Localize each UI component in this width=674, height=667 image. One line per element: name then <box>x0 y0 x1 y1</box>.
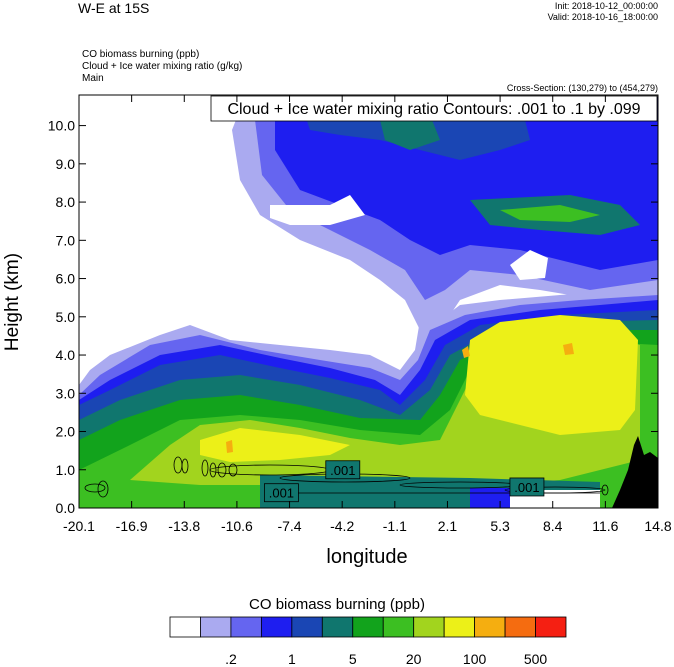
y-tick-label: 2.0 <box>56 424 76 440</box>
y-tick-label: 9.0 <box>56 156 76 172</box>
plot-title: W-E at 15S <box>78 0 150 16</box>
cloud-contour <box>209 462 217 478</box>
colorbar-swatch <box>535 616 567 638</box>
cloud-contour <box>228 463 238 477</box>
x-tick-label: 2.1 <box>438 518 458 534</box>
colorbar-swatch <box>504 616 536 638</box>
colorbar-swatch <box>260 616 293 638</box>
y-tick-label: 3.0 <box>56 385 76 401</box>
y-tick-label: 6.0 <box>56 271 76 287</box>
colorbar-swatch <box>291 616 323 638</box>
cloud-contour <box>97 480 109 498</box>
lower-band-yellow <box>200 428 350 462</box>
orange-spot-2 <box>563 343 574 355</box>
variable-label-main: Main <box>82 73 104 84</box>
colorbar-swatch <box>230 616 262 638</box>
upper-band-green <box>500 205 600 222</box>
cloud-contour <box>601 484 609 496</box>
x-tick-label: -1.1 <box>383 518 407 534</box>
variable-label-cloud: Cloud + Ice water mixing ratio (g/kg) <box>82 61 243 72</box>
colorbar-swatch <box>474 616 506 638</box>
contour-info: Cloud + Ice water mixing ratio Contours:… <box>227 101 640 118</box>
orange-spot-3 <box>226 440 233 453</box>
y-tick-label: 10.0 <box>48 118 75 134</box>
colorbar-label: 20 <box>406 651 422 667</box>
y-tick-label: 7.0 <box>56 232 76 248</box>
colorbar-swatch <box>321 616 354 638</box>
init-time: Init: 2018-10-12_00:00:00 <box>554 1 658 11</box>
terrain <box>612 436 658 508</box>
contour-label: .001 <box>330 463 355 478</box>
cloud-contour <box>217 462 227 478</box>
colorbar-label: 500 <box>524 651 548 667</box>
x-tick-label: -16.9 <box>116 518 148 534</box>
colorbar-title: CO biomass burning (ppb) <box>249 596 425 613</box>
colorbar-swatch <box>352 616 384 638</box>
upper-band-teal-1 <box>380 115 440 150</box>
colorbar-label: 1 <box>288 651 296 667</box>
contour-label-box <box>509 477 545 497</box>
colorbar-label: .2 <box>225 651 237 667</box>
plot-frame <box>78 94 659 509</box>
x-tick-label: -7.4 <box>277 518 301 534</box>
colorbar: .2 1 5 20 100 500 <box>169 616 567 667</box>
x-tick-label: -10.6 <box>221 518 253 534</box>
colorbar-swatch <box>200 616 232 638</box>
colorbar-swatch <box>443 616 476 638</box>
upper-layer-yellow <box>465 315 638 435</box>
contour-label: .001 <box>514 480 539 495</box>
x-tick-label: -13.8 <box>168 518 200 534</box>
colorbar-swatch <box>382 616 415 638</box>
cross-section-info: Cross-Section: (130,279) to (454,279) <box>506 83 658 93</box>
cloud-contour <box>181 458 189 474</box>
run-time-info: Init: 2018-10-12_00:00:00 Valid: 2018-10… <box>548 1 658 23</box>
y-tick-label: 8.0 <box>56 194 76 210</box>
contour-labels: .001 .001 .001 <box>264 460 545 503</box>
x-axis: -20.1 -16.9 -13.8 -10.6 -7.4 -4.2 -1.1 2.1 5.3 8.… <box>63 95 672 534</box>
colorbar-swatch <box>413 616 445 638</box>
valid-time: Valid: 2018-10-16_18:00:00 <box>547 12 658 22</box>
colorbar-swatch <box>169 616 201 638</box>
upper-clear-hole-2 <box>510 250 548 280</box>
contour-label-box <box>325 460 361 480</box>
surface-blue <box>470 488 510 508</box>
contour-label-box <box>264 483 299 503</box>
x-tick-label: -4.2 <box>330 518 354 534</box>
y-tick-label: 0.0 <box>56 500 76 516</box>
x-tick-label: 14.8 <box>644 518 671 534</box>
y-tick-label: 5.0 <box>56 309 76 325</box>
y-axis-label: Height (km) <box>2 253 23 351</box>
orange-spot-1 <box>462 346 470 358</box>
contour-info-box: Cloud + Ice water mixing ratio Contours:… <box>210 95 658 122</box>
cloud-contour <box>84 483 106 493</box>
cloud-contour <box>201 459 209 477</box>
x-axis-label: longitude <box>326 546 407 568</box>
x-tick-label: 5.3 <box>490 518 510 534</box>
colorbar-label: 100 <box>463 651 487 667</box>
upper-clear-hole-1 <box>270 195 365 225</box>
x-tick-label: 8.4 <box>543 518 563 534</box>
colorbar-label: 5 <box>349 651 357 667</box>
contour-label: .001 <box>269 486 294 501</box>
variable-label-co: CO biomass burning (ppb) <box>82 49 200 60</box>
y-tick-label: 1.0 <box>56 462 76 478</box>
x-tick-label: -20.1 <box>63 518 95 534</box>
y-tick-label: 4.0 <box>56 347 76 363</box>
y-axis: 0.0 1.0 2.0 3.0 4.0 5.0 6.0 7.0 8.0 9.0 10.0 <box>48 118 658 516</box>
x-tick-label: 11.6 <box>592 518 618 534</box>
co-field <box>79 95 658 508</box>
